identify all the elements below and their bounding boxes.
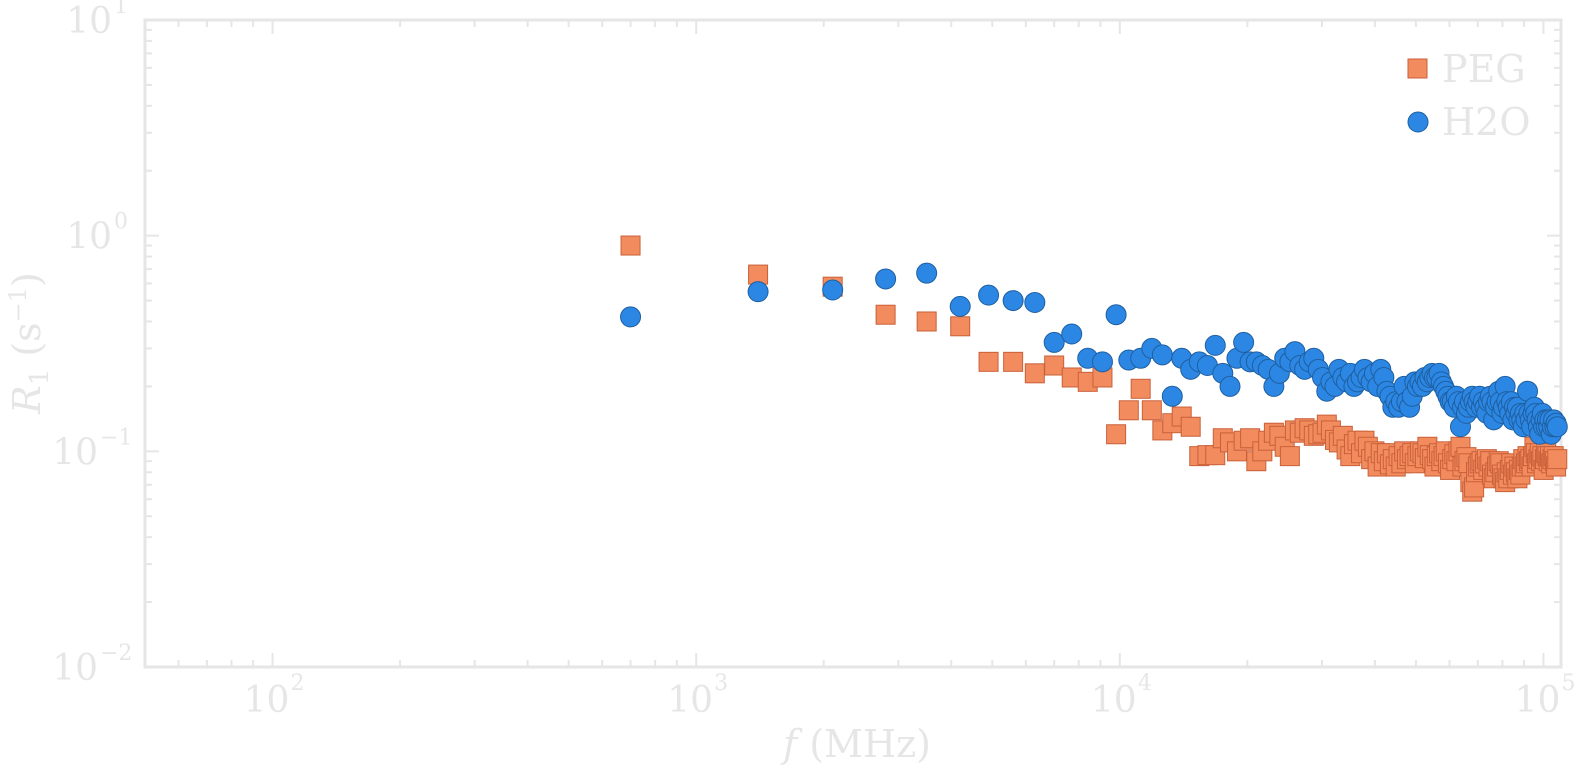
data-point-h2o — [1161, 385, 1183, 407]
y-tick-label-exponent: −1 — [100, 425, 132, 450]
data-point-peg — [620, 235, 641, 256]
series-peg — [620, 235, 1568, 502]
data-point-peg — [916, 311, 937, 332]
y-tick-label-exponent: 1 — [114, 0, 128, 19]
data-point-h2o — [1091, 351, 1113, 373]
data-point-peg — [950, 316, 971, 337]
series-h2o — [620, 262, 1568, 445]
legend-peg-marker — [1407, 58, 1428, 79]
x-tick-label: 10 — [1091, 680, 1137, 721]
x-tick-label-exponent: 5 — [1561, 671, 1575, 696]
series-layer — [620, 235, 1568, 502]
data-point-h2o — [747, 281, 769, 303]
data-point-peg — [1118, 400, 1139, 421]
x-tick-label: 10 — [244, 680, 290, 721]
tick-labels: 10 2 10 3 10 4 10 510 −210 −110 010 1 — [52, 0, 1575, 721]
y-tick-label-exponent: 0 — [114, 210, 128, 235]
data-point-h2o — [620, 306, 642, 328]
y-tick-label: 10 — [52, 648, 98, 689]
legend: PEG H2O — [1407, 47, 1530, 144]
data-point-h2o — [822, 279, 844, 301]
data-point-peg — [1024, 363, 1045, 384]
data-point-h2o — [1024, 291, 1046, 313]
data-point-h2o — [1061, 323, 1083, 345]
data-point-peg — [1130, 378, 1151, 399]
data-point-peg — [978, 351, 999, 372]
x-tick-label: 10 — [667, 680, 713, 721]
data-point-h2o — [1219, 375, 1241, 397]
data-point-h2o — [949, 295, 971, 317]
data-point-h2o — [1546, 416, 1568, 438]
data-point-h2o — [916, 262, 938, 284]
data-point-peg — [1003, 351, 1024, 372]
legend-h2o-label: H2O — [1442, 100, 1530, 144]
x-tick-label-exponent: 3 — [714, 671, 728, 696]
y-tick-label-exponent: −2 — [100, 641, 132, 666]
y-tick-label: 10 — [66, 1, 112, 42]
data-point-peg — [1141, 400, 1162, 421]
data-point-h2o — [1204, 334, 1226, 356]
data-point-h2o — [1151, 344, 1173, 366]
x-tick-label-exponent: 4 — [1138, 671, 1152, 696]
data-point-h2o — [978, 284, 1000, 306]
legend-h2o-marker — [1407, 111, 1429, 133]
data-point-peg — [1180, 416, 1201, 437]
y-tick-label: 10 — [52, 432, 98, 473]
major-ticks — [145, 20, 1561, 668]
data-point-h2o — [875, 268, 897, 290]
data-point-h2o — [1233, 331, 1255, 353]
x-axis-label: f (MHz) — [780, 722, 931, 766]
data-point-peg — [1106, 424, 1127, 445]
x-tick-label-exponent: 2 — [291, 671, 305, 696]
data-point-peg — [1279, 446, 1300, 467]
data-point-peg — [1044, 355, 1065, 376]
data-point-h2o — [1105, 304, 1127, 326]
data-point-peg — [875, 304, 896, 325]
x-tick-label: 10 — [1515, 680, 1561, 721]
plot-frame — [143, 18, 1563, 669]
y-tick-label: 10 — [66, 217, 112, 258]
y-axis-label: R1 (s−1) — [4, 272, 55, 415]
legend-peg-label: PEG — [1442, 47, 1526, 91]
data-point-h2o — [1043, 331, 1065, 353]
data-point-h2o — [1002, 290, 1024, 312]
data-point-peg — [1547, 449, 1568, 470]
